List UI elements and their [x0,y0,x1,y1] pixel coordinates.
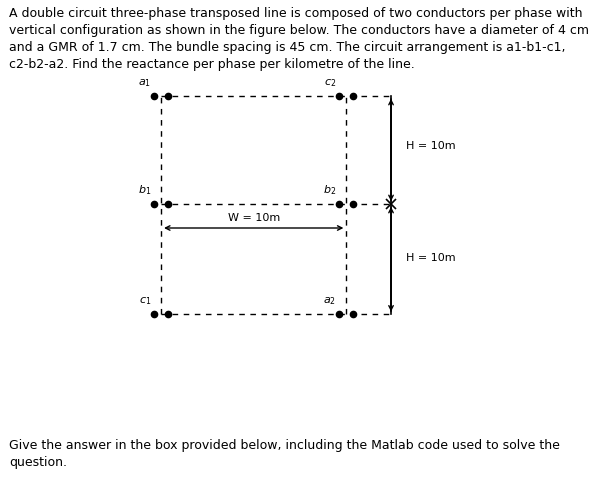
Text: $c_2$: $c_2$ [324,77,336,89]
Text: $b_2$: $b_2$ [323,183,336,197]
Text: Give the answer in the box provided below, including the Matlab code used to sol: Give the answer in the box provided belo… [9,439,560,469]
Text: H = 10m: H = 10m [406,253,456,263]
Text: $b_1$: $b_1$ [138,183,151,197]
Text: $c_1$: $c_1$ [139,295,151,307]
Text: A double circuit three-phase transposed line is composed of two conductors per p: A double circuit three-phase transposed … [9,7,589,71]
Text: $a_2$: $a_2$ [323,295,336,307]
Text: W = 10m: W = 10m [227,213,280,223]
Text: $a_1$: $a_1$ [138,77,151,89]
Text: H = 10m: H = 10m [406,142,456,151]
